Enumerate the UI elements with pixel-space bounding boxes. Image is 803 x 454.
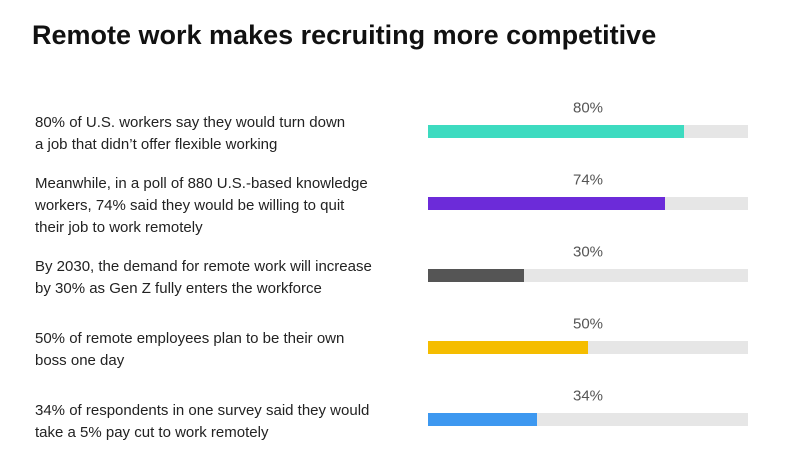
bar-track — [428, 196, 748, 210]
row-label: Meanwhile, in a poll of 880 U.S.-based k… — [35, 175, 368, 236]
value-label: 80% — [572, 99, 604, 117]
bar — [428, 268, 524, 282]
bar — [428, 340, 588, 354]
bar — [428, 412, 537, 426]
value-label: 50% — [572, 315, 604, 333]
value-label: 30% — [572, 243, 604, 261]
bar-track — [428, 268, 748, 282]
value-label: 34% — [572, 387, 604, 405]
bar — [428, 124, 684, 138]
bar-track — [428, 124, 748, 138]
bar-track — [428, 412, 748, 426]
row-label: By 2030, the demand for remote work will… — [35, 258, 372, 297]
row-label: 50% of remote employees plan to be their… — [35, 330, 345, 369]
value-label: 74% — [572, 171, 604, 189]
row-label: 80% of U.S. workers say they would turn … — [35, 114, 346, 153]
chart-title: Remote work makes recruiting more compet… — [32, 20, 657, 50]
row-label: 34% of respondents in one survey said th… — [35, 402, 370, 441]
bar — [428, 196, 665, 210]
bar-track — [428, 340, 748, 354]
